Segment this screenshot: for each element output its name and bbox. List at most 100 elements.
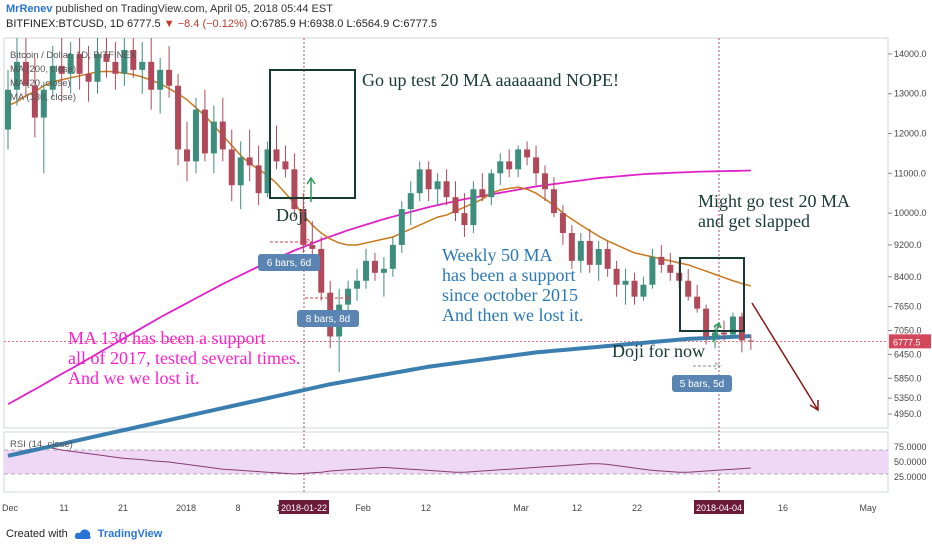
- x-tick-label: Mar: [513, 503, 529, 513]
- y-tick-label: 11000.0: [894, 168, 926, 178]
- x-tick-label: 22: [632, 503, 642, 513]
- y-tick-label: 4950.0: [894, 409, 922, 419]
- candle-body: [264, 149, 271, 194]
- candle-body: [49, 65, 56, 90]
- bars-label-2: 8 bars, 8d: [306, 314, 350, 325]
- x-tick-label: 2018: [176, 503, 196, 513]
- candle-body: [694, 296, 701, 309]
- candle-body: [479, 189, 486, 198]
- symbol-header: BITFINEX:BTCUSD, 1D 6777.5 ▼ −8.4 (−0.12…: [6, 18, 437, 30]
- candle-body: [631, 280, 638, 297]
- x-tick-highlight: [279, 500, 329, 514]
- candle-body: [300, 209, 307, 245]
- legend-item: Bitcoin / Dollar, 1D, BITFINEX: [10, 50, 137, 61]
- ma20-line: [7, 70, 752, 287]
- range-arrow-2: [305, 294, 351, 302]
- range-arrow-1: [270, 238, 313, 246]
- x-tick-label: 12: [572, 503, 582, 513]
- candle-body: [398, 209, 405, 245]
- candle-body: [157, 69, 164, 90]
- rsi-band: [4, 450, 888, 474]
- annotation-ma130: MA 130 has been a support all of 2017, t…: [68, 328, 301, 389]
- publish-header: MrRenev published on TradingView.com, Ap…: [6, 3, 333, 15]
- created-with-label: Created with: [6, 528, 68, 540]
- legend-item: MA (20, close): [10, 78, 71, 89]
- candle-body: [139, 61, 146, 70]
- ohlc-values: O:6785.9 H:6938.0 L:6564.9 C:6777.5: [250, 18, 438, 30]
- rsi-tick-label: 50.0000: [894, 457, 927, 467]
- x-tick-label: 16: [778, 503, 788, 513]
- candle-body: [613, 268, 620, 285]
- projection-arrow: [751, 302, 819, 412]
- y-tick-label: 8400.0: [894, 272, 922, 282]
- rsi-tick-label: 75.0000: [894, 442, 927, 452]
- y-tick-label: 7650.0: [894, 302, 922, 312]
- candle-body: [488, 173, 495, 198]
- candle-body: [273, 149, 280, 162]
- y-tick-label: 6450.0: [894, 349, 922, 359]
- y-tick-label: 5350.0: [894, 393, 922, 403]
- legend-item: MA (200, close): [10, 64, 76, 75]
- x-tick-label: 2018-01-22: [281, 503, 327, 513]
- candle-body: [425, 169, 432, 190]
- bars-label-2-bg: [297, 310, 359, 327]
- y-tick-label: 9200.0: [894, 240, 922, 250]
- candle-body: [443, 181, 450, 198]
- candle-body: [703, 308, 710, 337]
- x-tick-label: 12: [421, 503, 431, 513]
- x-tick-label: Dec: [2, 503, 19, 513]
- candle-body: [434, 181, 441, 190]
- y-tick-label: 5850.0: [894, 373, 922, 383]
- candle-body: [201, 109, 208, 154]
- candle-body: [416, 169, 423, 194]
- y-tick-label: 14000.0: [894, 49, 927, 59]
- candle-body: [363, 260, 369, 281]
- candle-body: [685, 280, 692, 297]
- candle-body: [640, 284, 647, 297]
- annotation-doji-now: Doji for now: [612, 341, 705, 361]
- bars-label-1: 6 bars, 6d: [267, 258, 311, 269]
- candle-body: [40, 89, 47, 118]
- candle-body: [595, 248, 602, 265]
- tradingview-link[interactable]: TradingView: [97, 528, 163, 540]
- author-link[interactable]: MrRenev: [6, 3, 53, 15]
- annotation-top: Go up test 20 MA aaaaaand NOPE!: [362, 70, 619, 90]
- candle-body: [112, 61, 119, 74]
- candle-body: [210, 121, 217, 154]
- candle-body: [85, 73, 92, 82]
- x-tick-label: May: [859, 503, 877, 513]
- last-price-badge: [889, 334, 931, 349]
- candle-body: [622, 280, 629, 285]
- footer: Created with TradingView: [6, 528, 162, 540]
- y-tick-label: 10000.0: [894, 208, 927, 218]
- annotation-weekly: Weekly 50 MA has been a support since oc…: [442, 245, 584, 326]
- last-price: 6777.5: [127, 18, 161, 30]
- candle-body: [76, 53, 83, 74]
- candle-body: [667, 264, 674, 273]
- candle-body: [31, 85, 38, 118]
- candle-body: [5, 89, 11, 130]
- publish-info: published on TradingView.com, April 05, …: [55, 3, 333, 15]
- candle-body: [184, 149, 190, 162]
- candle-body: [228, 149, 235, 186]
- candle-body: [318, 248, 325, 293]
- candle-body: [22, 61, 29, 86]
- candle-body: [166, 69, 173, 86]
- candle-body: [729, 316, 736, 335]
- candle-body: [524, 149, 531, 158]
- x-tick-label: 2018-04-04: [696, 503, 742, 513]
- bars-label-3-bg: [672, 375, 732, 392]
- candle-body: [94, 53, 101, 82]
- last-price-label: 6777.5: [893, 337, 921, 347]
- candle-body: [13, 61, 20, 90]
- candle-body: [452, 197, 459, 214]
- x-tick-label: 21: [118, 503, 128, 513]
- candle-body: [577, 240, 584, 261]
- candle-body: [470, 189, 477, 226]
- bars-label-1-bg: [258, 254, 320, 271]
- candle-body: [586, 240, 593, 265]
- candle-body: [175, 85, 182, 150]
- candle-body: [506, 161, 513, 170]
- candle-body: [649, 256, 656, 285]
